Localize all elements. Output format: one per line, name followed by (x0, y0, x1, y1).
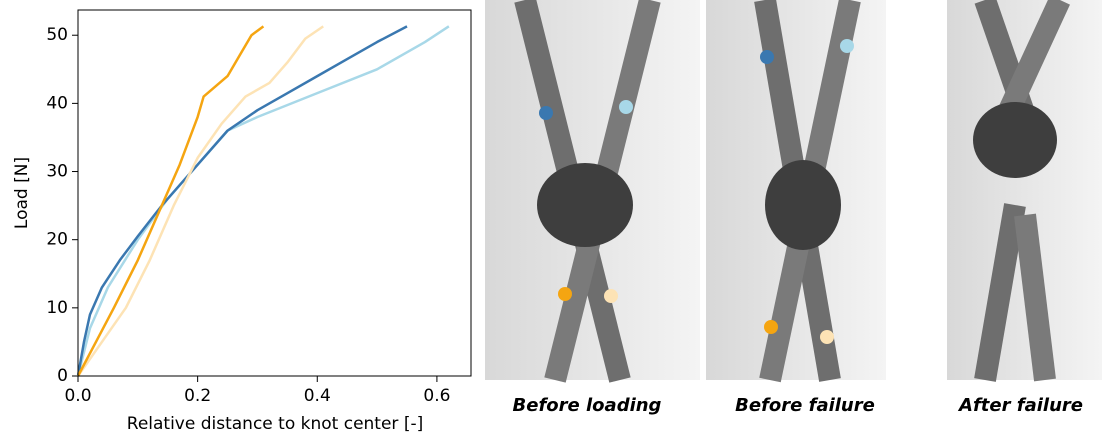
y-tick-label: 50 (46, 25, 68, 45)
x-axis-label: Relative distance to knot center [-] (127, 414, 423, 434)
y-axis-label: Load [N] (12, 157, 32, 229)
photo-before-loading (485, 0, 700, 380)
x-tick-label: 0.2 (184, 386, 211, 406)
x-tick-label: 0.0 (64, 386, 91, 406)
caption: After failure (957, 395, 1083, 416)
plot-frame (78, 10, 471, 376)
photo-after-failure (947, 0, 1102, 380)
line-series (78, 26, 263, 376)
photo-before-failure (706, 0, 886, 380)
x-tick-label: 0.6 (423, 386, 450, 406)
y-tick-label: 20 (46, 230, 68, 250)
x-tick-label: 0.4 (304, 386, 331, 406)
caption: Before failure (735, 395, 875, 416)
line-series (78, 26, 449, 376)
line-series (78, 26, 323, 376)
page: Before loading Before failure After fail… (0, 0, 1109, 440)
line-series (78, 26, 407, 376)
y-tick-label: 10 (46, 298, 68, 318)
y-tick-label: 30 (46, 162, 68, 182)
figure: Before loading Before failure After fail… (0, 0, 1109, 436)
y-tick-label: 40 (46, 93, 68, 113)
caption: Before loading (513, 395, 662, 416)
y-tick-label: 0 (57, 366, 68, 386)
